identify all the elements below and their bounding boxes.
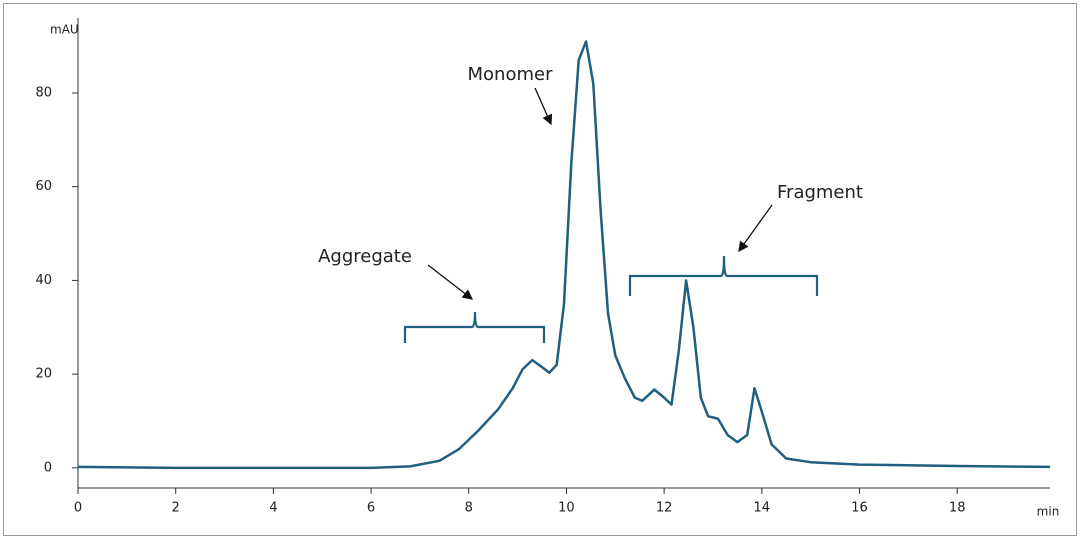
y-tick-label: 0	[44, 460, 52, 475]
x-tick-label: 8	[465, 501, 473, 516]
annotation: Aggregate	[318, 246, 412, 267]
y-axis-label: mAU	[50, 23, 79, 37]
x-tick-label: 10	[558, 501, 575, 516]
x-tick-label: 16	[851, 501, 868, 516]
x-tick-label: 6	[367, 501, 375, 516]
x-tick-label: 4	[269, 501, 277, 516]
y-tick-label: 40	[35, 273, 52, 288]
x-tick-label: 14	[754, 501, 771, 516]
y-tick-label: 60	[35, 179, 52, 194]
x-axis-label: min	[1037, 505, 1060, 519]
x-tick-label: 18	[949, 501, 966, 516]
x-tick-label: 12	[656, 501, 673, 516]
frame	[3, 3, 1077, 536]
y-tick-label: 20	[35, 367, 52, 382]
trace	[77, 40, 1051, 470]
annotation: Monomer	[468, 64, 554, 85]
x-tick-label: 0	[74, 501, 82, 516]
arrows	[427, 87, 773, 300]
annotation: Fragment	[777, 182, 863, 203]
x-tick-label: 2	[172, 501, 180, 516]
brackets	[403, 255, 819, 343]
y-tick-label: 80	[35, 85, 52, 100]
